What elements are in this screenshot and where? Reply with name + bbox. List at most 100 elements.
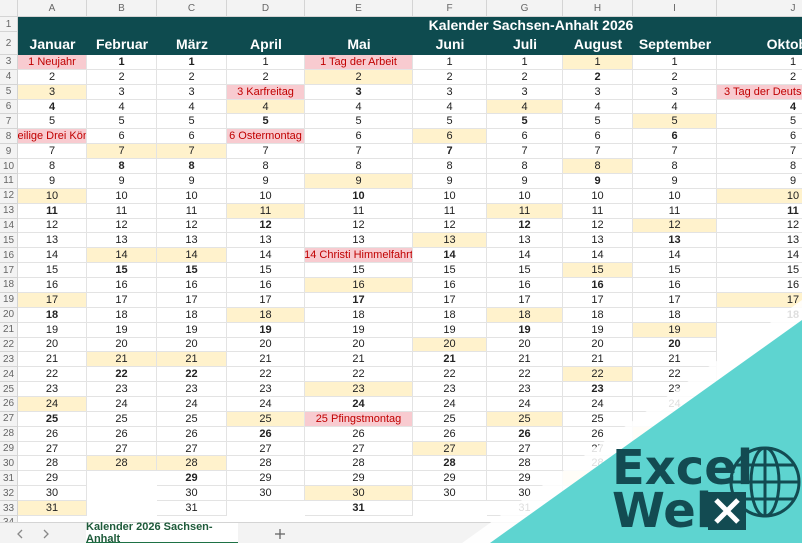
day-cell: 14 <box>87 248 157 264</box>
day-cell: 29 <box>157 471 227 487</box>
month-name: Mai <box>305 32 413 55</box>
day-cell: 17 <box>563 292 633 308</box>
day-cell: 20 <box>157 337 227 353</box>
day-cell: 17 <box>305 292 413 308</box>
day-cell: 17 <box>487 292 563 308</box>
add-sheet[interactable] <box>270 523 290 543</box>
day-cell: 26 <box>87 426 157 442</box>
day-cell: 11 <box>87 203 157 219</box>
column-header: C <box>157 0 227 17</box>
day-cell: 29 <box>18 471 87 487</box>
day-cell: 25 Pfingstmontag <box>305 411 413 427</box>
day-cell: 7 <box>227 144 305 160</box>
day-cell: 1 <box>563 55 633 70</box>
day-cell: 10 <box>305 188 413 204</box>
day-cell: 23 <box>87 382 157 397</box>
day-cell: 19 <box>87 322 157 338</box>
day-cell: 23 <box>18 382 87 397</box>
day-cell: 22 <box>487 367 563 383</box>
row-header: 5 <box>0 84 18 100</box>
day-cell: 12 <box>413 218 487 234</box>
day-cell: 22 <box>563 367 633 383</box>
day-cell: 18 <box>487 307 563 323</box>
logo-text: Excel <box>612 440 753 496</box>
day-cell: 10 <box>487 188 563 204</box>
day-cell: 1 <box>487 55 563 70</box>
day-cell: 14 <box>563 248 633 264</box>
day-cell: 29 <box>413 471 487 487</box>
day-cell: 13 <box>157 233 227 249</box>
day-cell: 31 <box>157 501 227 516</box>
day-cell: 28 <box>227 456 305 472</box>
row-header: 23 <box>0 352 18 368</box>
day-cell: 21 <box>413 352 487 368</box>
day-cell: 4 <box>487 99 563 115</box>
day-cell: 11 <box>487 203 563 219</box>
day-cell: 22 <box>227 367 305 383</box>
day-cell: 16 <box>413 278 487 293</box>
day-cell: 21 <box>227 352 305 368</box>
row-header: 24 <box>0 367 18 383</box>
row-header: 9 <box>0 144 18 160</box>
day-cell: 30 <box>18 486 87 502</box>
corner <box>0 0 18 17</box>
day-cell: 5 <box>487 114 563 130</box>
day-cell: 3 <box>413 84 487 100</box>
day-cell: 20 <box>18 337 87 353</box>
day-cell: 2 <box>563 69 633 85</box>
day-cell: 6 Heilige Drei Könige <box>18 129 87 145</box>
day-cell: 7 <box>717 144 802 160</box>
column-header: A <box>18 0 87 17</box>
day-cell: 20 <box>633 337 717 353</box>
column-header: J <box>717 0 802 17</box>
day-cell: 24 <box>87 397 157 412</box>
day-cell: 2 <box>227 69 305 85</box>
day-cell: 21 <box>18 352 87 368</box>
day-cell: 18 <box>413 307 487 323</box>
day-cell: 31 <box>18 501 87 516</box>
row-header: 3 <box>0 55 18 70</box>
day-cell: 28 <box>87 456 157 472</box>
day-cell: 2 <box>487 69 563 85</box>
day-cell: 8 <box>18 159 87 174</box>
day-cell: 9 <box>413 173 487 189</box>
day-cell: 23 <box>305 382 413 397</box>
day-cell: 21 <box>87 352 157 368</box>
day-cell: 24 <box>563 397 633 412</box>
day-cell: 14 <box>157 248 227 264</box>
day-cell: 26 <box>18 426 87 442</box>
day-cell: 15 <box>717 263 802 279</box>
row-header: 6 <box>0 99 18 115</box>
day-cell: 13 <box>305 233 413 249</box>
day-cell: 25 <box>413 411 487 427</box>
day-cell: 28 <box>487 456 563 472</box>
tab-nav[interactable] <box>8 523 88 543</box>
day-cell: 15 <box>413 263 487 279</box>
day-cell: 11 <box>413 203 487 219</box>
row-header: 20 <box>0 307 18 323</box>
day-cell: 7 <box>305 144 413 160</box>
day-cell: 7 <box>413 144 487 160</box>
day-cell: 4 <box>413 99 487 115</box>
day-cell: 13 <box>413 233 487 249</box>
day-cell: 23 <box>413 382 487 397</box>
day-cell: 14 <box>487 248 563 264</box>
row-header: 25 <box>0 382 18 397</box>
day-cell: 6 <box>87 129 157 145</box>
day-cell: 28 <box>305 456 413 472</box>
day-cell: 21 <box>487 352 563 368</box>
day-cell: 19 <box>633 322 717 338</box>
row-header: 16 <box>0 248 18 264</box>
sheet-tab[interactable]: Kalender 2026 Sachsen-Anhalt <box>86 521 238 543</box>
day-cell: 6 Ostermontag <box>227 129 305 145</box>
day-cell: 2 <box>87 69 157 85</box>
day-cell: 17 <box>633 292 717 308</box>
day-cell: 8 <box>87 159 157 174</box>
day-cell: 15 <box>305 263 413 279</box>
day-cell: 1 Tag der Arbeit <box>305 55 413 70</box>
month-name: Februar <box>87 32 157 55</box>
day-cell: 8 <box>563 159 633 174</box>
day-cell: 7 <box>633 144 717 160</box>
day-cell: 14 <box>633 248 717 264</box>
day-cell: 17 <box>717 292 802 308</box>
